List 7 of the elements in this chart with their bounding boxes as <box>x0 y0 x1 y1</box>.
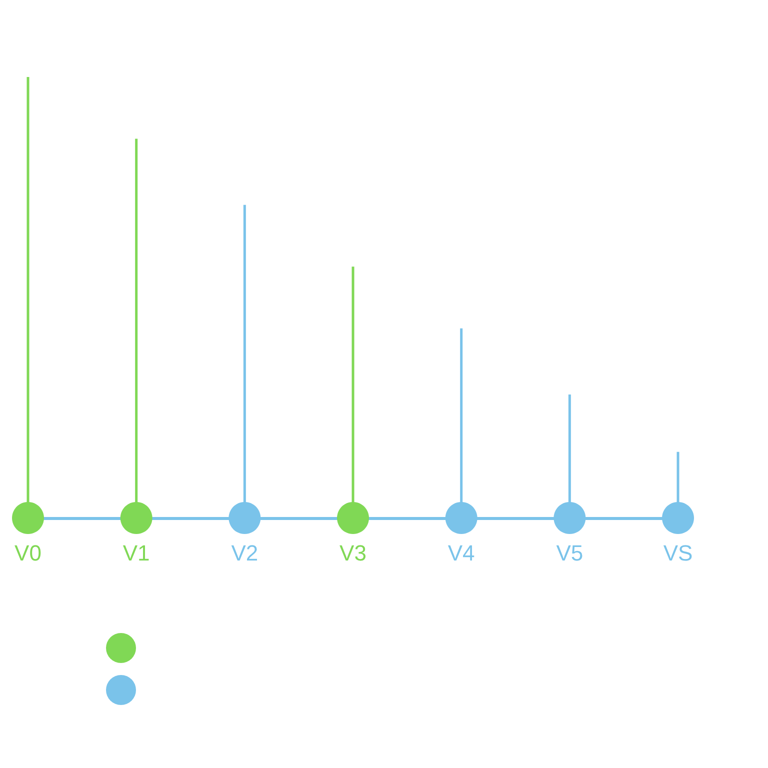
x-tick-label: V4 <box>448 540 475 566</box>
x-tick-label: V1 <box>122 540 150 566</box>
x-tick-label: V0 <box>14 540 42 566</box>
x-tick-label: V2 <box>231 540 258 566</box>
x-tick-label: VS <box>663 540 693 566</box>
x-tick-label: V5 <box>556 540 584 566</box>
x-tick-label: V3 <box>340 540 366 566</box>
